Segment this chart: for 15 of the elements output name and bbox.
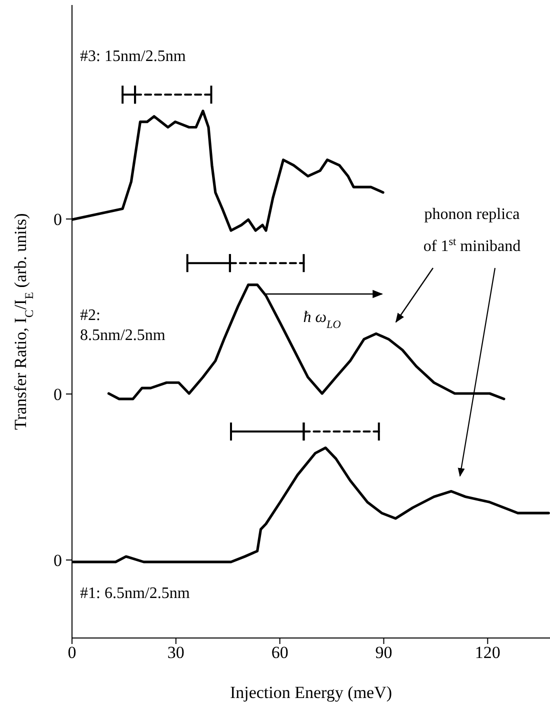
x-tick-label: 120 (474, 643, 500, 662)
x-tick-label: 30 (167, 643, 184, 662)
x-axis-title: Injection Energy (meV) (230, 683, 392, 702)
text: 0 (54, 210, 62, 229)
x-tick-label: 90 (375, 643, 392, 662)
text: #3: 15nm/2.5nm (80, 48, 186, 65)
series-label: #1: 6.5nm/2.5nm (80, 585, 190, 602)
annotation: phonon replica (424, 206, 520, 223)
text: 0 (54, 385, 62, 404)
x-tick-label: 0 (68, 643, 76, 662)
text: 0 (54, 551, 62, 570)
text: #2: 8.5nm/2.5nm (80, 307, 166, 344)
x-tick-label: 60 (271, 643, 288, 662)
annotation: of 1$^{st}$ miniband (423, 236, 521, 255)
annotation: ħ ω$_{LO}$ (303, 309, 341, 331)
